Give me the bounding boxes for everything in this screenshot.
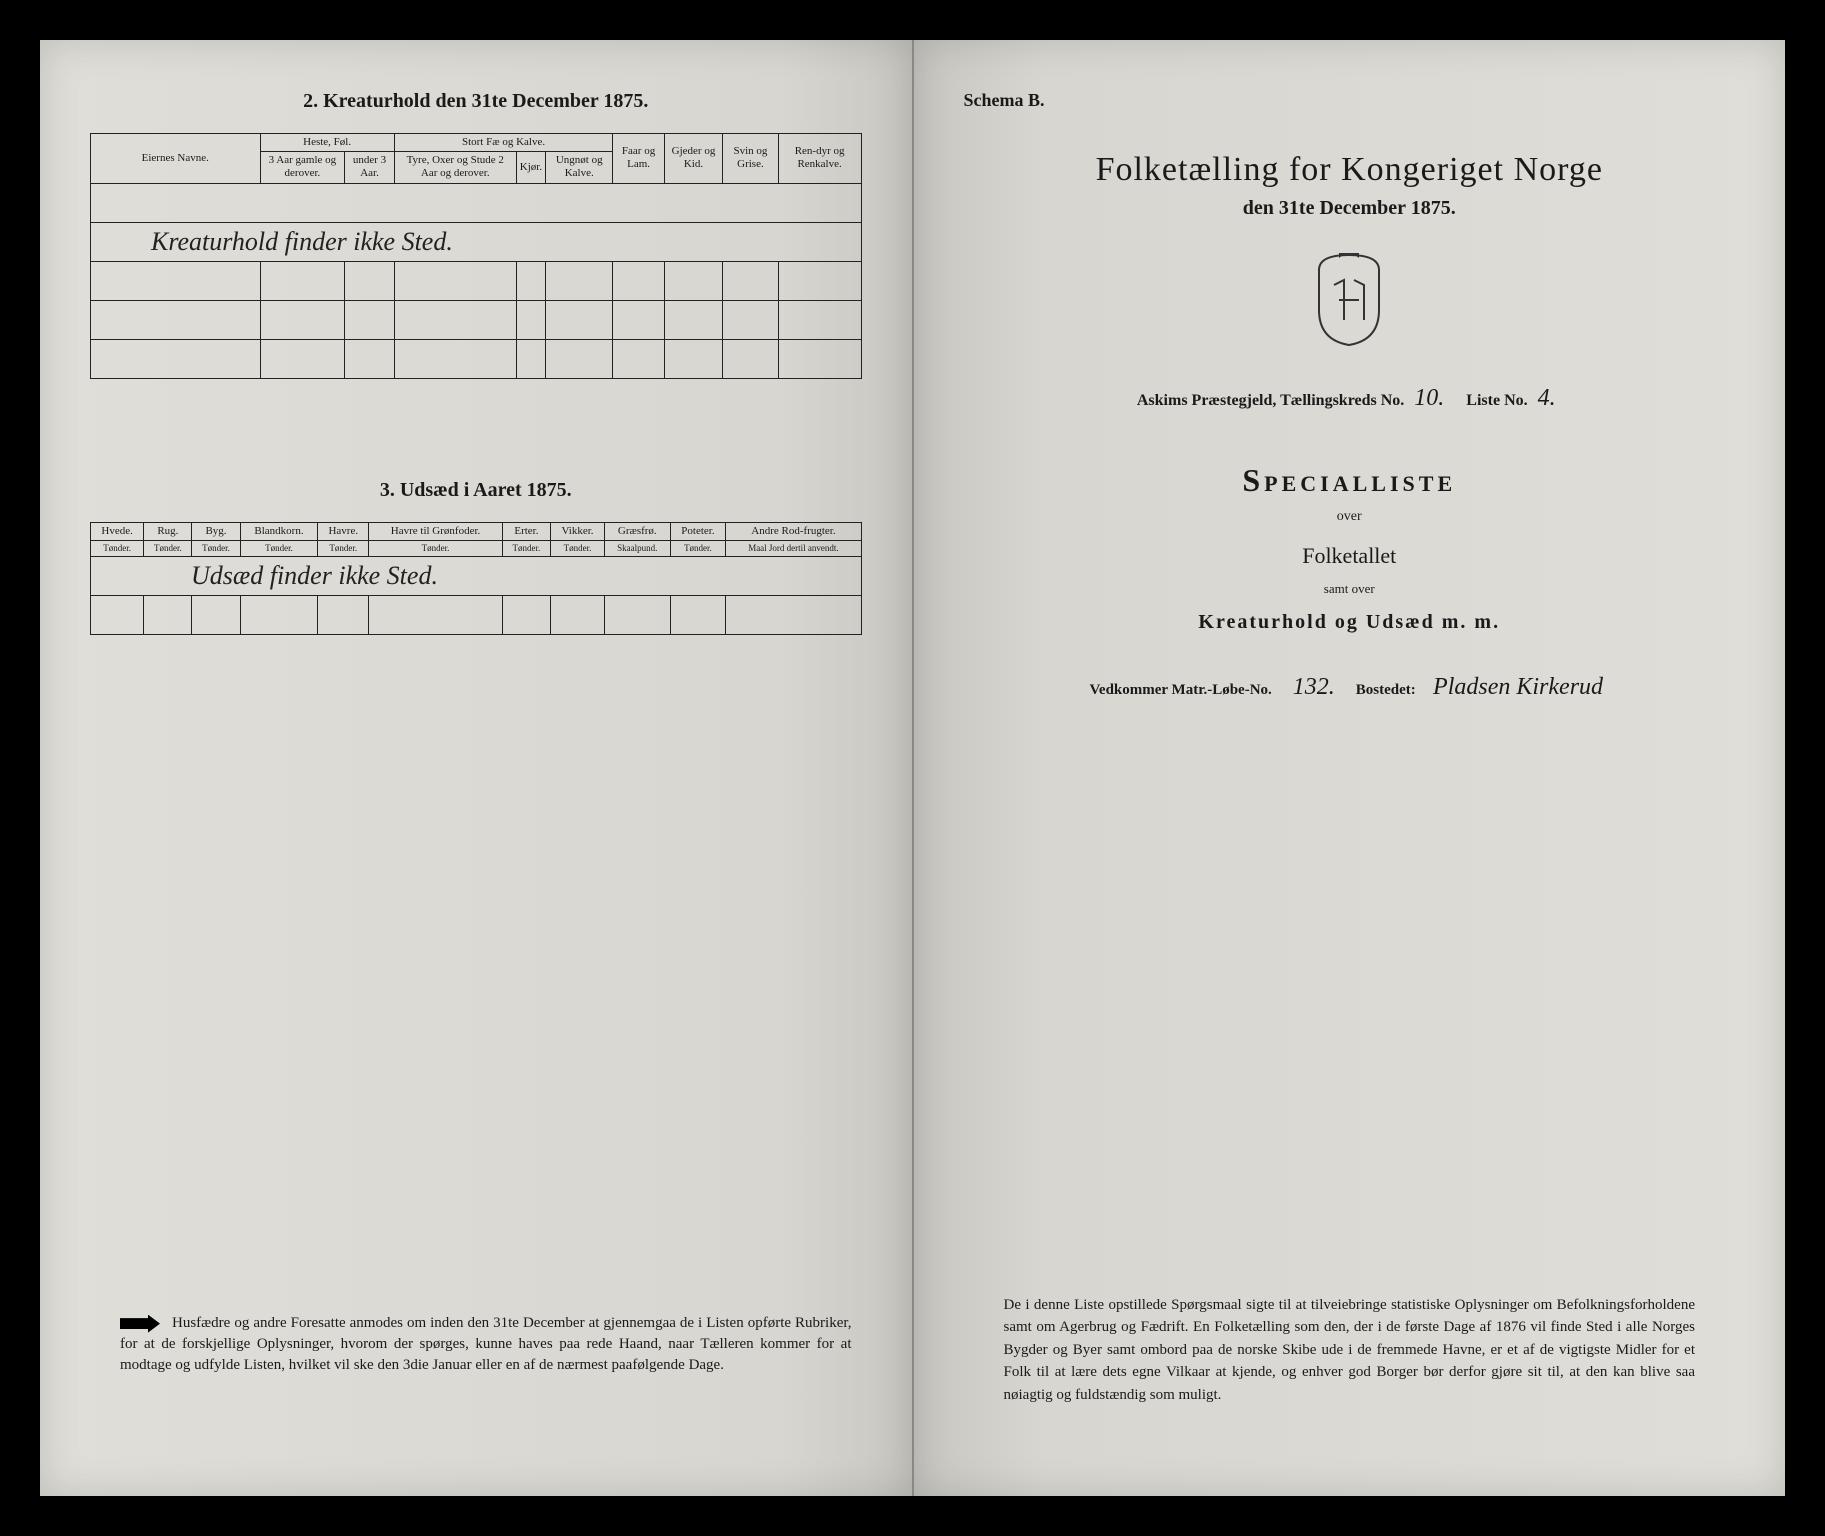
seed-col-header: Rug.	[144, 522, 192, 540]
col-goat: Gjeder og Kid.	[664, 134, 722, 184]
col-cattle-a: Tyre, Oxer og Stude 2 Aar og derover.	[394, 152, 516, 183]
grp-horse: Heste, Føl.	[260, 134, 394, 152]
seed-col-header: Erter.	[502, 522, 550, 540]
parish-label: Askims Præstegjeld, Tællingskreds No.	[1137, 392, 1404, 409]
seed-table: Hvede.Rug.Byg.Blandkorn.Havre.Havre til …	[90, 522, 862, 635]
page-spread: 2. Kreaturhold den 31te December 1875. E…	[40, 40, 1785, 1496]
parish-number: 10.	[1408, 385, 1450, 411]
section3-title: 3. Udsæd i Aaret 1875.	[90, 479, 862, 502]
seed-col-unit: Tønder.	[318, 540, 369, 556]
seed-col-unit: Maal Jord dertil anvendt.	[726, 540, 861, 556]
seed-col-unit: Tønder.	[670, 540, 726, 556]
right-page: Schema B. Folketælling for Kongeriget No…	[914, 40, 1786, 1496]
folketallet-label: Folketallet	[964, 543, 1736, 569]
seed-col-unit: Tønder.	[502, 540, 550, 556]
seed-col-header: Græsfrø.	[605, 522, 670, 540]
seed-col-unit: Tønder.	[91, 540, 144, 556]
livestock-handwritten: Kreaturhold finder ikke Sted.	[151, 227, 453, 256]
left-footnote-text: Husfædre og andre Foresatte anmodes om i…	[120, 1315, 852, 1373]
livestock-table: Eiernes Navne. Heste, Føl. Stort Fæ og K…	[90, 133, 862, 379]
col-horse-b: under 3 Aar.	[345, 152, 394, 183]
samt-label: samt over	[964, 581, 1736, 597]
seed-col-unit: Tønder.	[240, 540, 318, 556]
seed-col-header: Andre Rod-frugter.	[726, 522, 861, 540]
coat-of-arms-icon	[964, 250, 1736, 355]
seed-col-header: Blandkorn.	[240, 522, 318, 540]
grp-cattle: Stort Fæ og Kalve.	[394, 134, 613, 152]
col-owner: Eiernes Navne.	[91, 134, 261, 184]
parish-line: Askims Præstegjeld, Tællingskreds No. 10…	[964, 385, 1736, 412]
census-date: den 31te December 1875.	[964, 197, 1736, 220]
seed-col-unit: Tønder.	[551, 540, 605, 556]
col-cattle-c: Ungnøt og Kalve.	[546, 152, 613, 183]
col-cattle-b: Kjør.	[516, 152, 545, 183]
seed-handwritten: Udsæd finder ikke Sted.	[191, 561, 438, 590]
col-pig: Svin og Grise.	[723, 134, 779, 184]
seed-col-unit: Tønder.	[144, 540, 192, 556]
specialliste-heading: Specialliste	[964, 462, 1736, 499]
seed-col-unit: Skaalpund.	[605, 540, 670, 556]
matr-label: Vedkommer Matr.-Løbe-No.	[1089, 682, 1271, 698]
seed-col-header: Hvede.	[91, 522, 144, 540]
seed-col-header: Havre til Grønfoder.	[369, 522, 503, 540]
seed-col-header: Poteter.	[670, 522, 726, 540]
kreaturhold-label: Kreaturhold og Udsæd m. m.	[964, 611, 1736, 634]
seed-col-header: Havre.	[318, 522, 369, 540]
section2-title: 2. Kreaturhold den 31te December 1875.	[90, 90, 862, 113]
census-title: Folketælling for Kongeriget Norge	[964, 151, 1736, 189]
bosted-value: Pladsen Kirkerud	[1427, 674, 1609, 700]
left-page: 2. Kreaturhold den 31te December 1875. E…	[40, 40, 914, 1496]
bosted-label: Bostedet:	[1356, 682, 1416, 698]
seed-col-unit: Tønder.	[192, 540, 240, 556]
matr-line: Vedkommer Matr.-Løbe-No. 132. Bostedet: …	[964, 674, 1736, 701]
list-label: Liste No.	[1466, 392, 1527, 409]
seed-col-header: Byg.	[192, 522, 240, 540]
col-sheep: Faar og Lam.	[613, 134, 664, 184]
right-footnote-text: De i denne Liste opstillede Spørgsmaal s…	[1004, 1294, 1696, 1407]
seed-col-header: Vikker.	[551, 522, 605, 540]
left-footnote-block: Husfædre og andre Foresatte anmodes om i…	[120, 1273, 852, 1376]
schema-label: Schema B.	[964, 90, 1736, 111]
list-number: 4.	[1532, 385, 1562, 411]
seed-col-unit: Tønder.	[369, 540, 503, 556]
col-rein: Ren-dyr og Renkalve.	[778, 134, 861, 184]
matr-number: 132.	[1287, 674, 1341, 700]
col-horse-a: 3 Aar gamle og derover.	[260, 152, 345, 183]
over-label: over	[964, 509, 1736, 525]
pointer-icon	[120, 1315, 160, 1333]
